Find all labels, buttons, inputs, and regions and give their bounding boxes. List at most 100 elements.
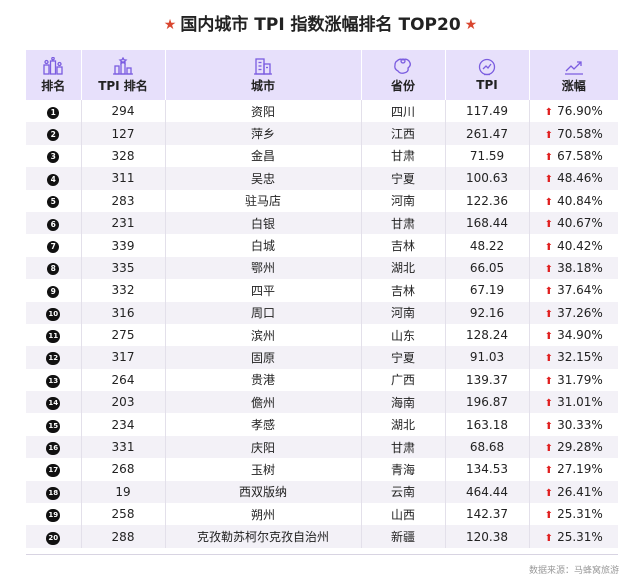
city-cell: 儋州 — [165, 391, 362, 414]
change-cell: ⬆ 38.18% — [529, 257, 618, 279]
change-cell: ⬆ 67.58% — [529, 145, 618, 167]
tpi-cell: 261.47 — [445, 122, 530, 145]
change-cell: ⬆ 31.01% — [529, 391, 618, 413]
tpi-rank-cell: 311 — [81, 167, 166, 190]
change-value: 25.31% — [557, 507, 603, 522]
table-row: 15 234 孝感 湖北 163.18 ⬆ 30.33% — [26, 413, 618, 436]
header-tpi-label: TPI — [476, 78, 498, 92]
rank-badge: 12 — [46, 352, 61, 366]
rank-cell: 8 — [26, 256, 82, 280]
rank-badge: 5 — [47, 196, 60, 209]
province-cell: 湖北 — [361, 413, 446, 436]
province-cell: 甘肃 — [361, 211, 446, 235]
table-row: 4 311 吴忠 宁夏 100.63 ⬆ 48.46% — [26, 167, 618, 190]
rank-cell: 9 — [26, 279, 82, 302]
tpi-rank-cell: 19 — [81, 480, 166, 504]
change-value: 70.58% — [557, 126, 603, 141]
rank-badge: 1 — [47, 106, 60, 119]
up-arrow-icon: ⬆ — [544, 398, 554, 410]
header-province: 省份 — [361, 50, 446, 100]
up-arrow-icon: ⬆ — [544, 263, 554, 275]
header-tpi-rank-label: TPI 排名 — [98, 78, 148, 93]
change-cell: ⬆ 27.19% — [529, 458, 618, 480]
header-tpi: TPI — [445, 50, 530, 100]
change-value: 37.64% — [557, 283, 603, 298]
city-cell: 四平 — [165, 279, 362, 302]
tpi-rank-cell: 335 — [81, 256, 166, 280]
province-cell: 云南 — [361, 480, 446, 504]
tpi-cell: 71.59 — [445, 144, 530, 168]
up-arrow-icon: ⬆ — [544, 353, 554, 365]
change-value: 40.67% — [557, 216, 603, 231]
header-rank: 排名 — [26, 50, 82, 100]
header-city: 城市 — [165, 50, 362, 100]
city-cell: 周口 — [165, 301, 362, 324]
up-arrow-icon: ⬆ — [544, 375, 554, 387]
city-cell: 驻马店 — [165, 189, 362, 212]
rank-badge: 8 — [47, 263, 60, 276]
change-value: 38.18% — [557, 260, 603, 275]
header-city-label: 城市 — [250, 78, 275, 93]
tpi-cell: 122.36 — [445, 189, 530, 212]
header-change: 涨幅 — [529, 50, 618, 100]
rank-badge: 18 — [46, 486, 61, 500]
table-row: 17 268 玉树 青海 134.53 ⬆ 27.19% — [26, 458, 618, 481]
bar-podium-icon — [26, 56, 81, 75]
change-cell: ⬆ 34.90% — [529, 324, 618, 346]
up-arrow-icon: ⬆ — [544, 196, 554, 208]
province-cell: 吉林 — [361, 279, 446, 302]
table-row: 2 127 萍乡 江西 261.47 ⬆ 70.58% — [26, 122, 618, 145]
city-cell: 鄂州 — [165, 256, 362, 280]
change-cell: ⬆ 37.64% — [529, 279, 618, 301]
table-header-row: 排名 TPI 排名 城市 省份 — [26, 50, 618, 100]
change-value: 37.26% — [557, 305, 603, 320]
city-cell: 白银 — [165, 211, 362, 235]
change-value: 30.33% — [557, 417, 603, 432]
tpi-rank-cell: 264 — [81, 368, 166, 392]
change-cell: ⬆ 40.67% — [529, 212, 618, 234]
city-cell: 孝感 — [165, 413, 362, 436]
up-arrow-icon: ⬆ — [544, 286, 554, 298]
rank-cell: 5 — [26, 189, 82, 212]
tpi-cell: 91.03 — [445, 346, 530, 369]
rank-cell: 19 — [26, 503, 82, 526]
tpi-cell: 142.37 — [445, 503, 530, 526]
rank-badge: 11 — [46, 330, 61, 344]
tpi-cell: 163.18 — [445, 413, 530, 436]
rank-cell: 7 — [26, 234, 82, 257]
city-cell: 萍乡 — [165, 122, 362, 145]
province-cell: 山东 — [361, 323, 446, 347]
rank-cell: 11 — [26, 323, 82, 347]
ranking-table: 排名 TPI 排名 城市 省份 — [26, 50, 618, 548]
change-value: 40.84% — [557, 193, 603, 208]
up-arrow-icon: ⬆ — [544, 465, 554, 477]
rank-badge: 9 — [47, 285, 60, 298]
table-row: 11 275 滨州 山东 128.24 ⬆ 34.90% — [26, 323, 618, 347]
tpi-rank-cell: 203 — [81, 391, 166, 414]
province-cell: 河南 — [361, 189, 446, 212]
rank-badge: 20 — [46, 531, 61, 545]
tpi-rank-cell: 288 — [81, 525, 166, 548]
ranking-chart-icon — [82, 56, 165, 75]
rank-badge: 6 — [47, 218, 60, 231]
tpi-cell: 139.37 — [445, 368, 530, 392]
change-value: 31.01% — [557, 395, 603, 410]
city-cell: 吴忠 — [165, 167, 362, 190]
province-cell: 新疆 — [361, 525, 446, 548]
table-row: 10 316 周口 河南 92.16 ⬆ 37.26% — [26, 301, 618, 324]
title-text: 国内城市 TPI 指数涨幅排名 TOP20 — [180, 15, 461, 35]
rank-badge: 19 — [46, 509, 61, 523]
up-arrow-icon: ⬆ — [544, 443, 554, 455]
change-cell: ⬆ 26.41% — [529, 481, 618, 503]
province-cell: 甘肃 — [361, 144, 446, 168]
up-arrow-icon: ⬆ — [544, 308, 554, 320]
rank-cell: 16 — [26, 435, 82, 459]
star-icon: ★ — [464, 17, 478, 33]
table-row: 12 317 固原 宁夏 91.03 ⬆ 32.15% — [26, 346, 618, 369]
tpi-rank-cell: 317 — [81, 346, 166, 369]
tpi-rank-cell: 294 — [81, 100, 166, 123]
change-cell: ⬆ 25.31% — [529, 503, 618, 525]
tpi-cell: 120.38 — [445, 525, 530, 548]
up-arrow-icon: ⬆ — [544, 532, 554, 544]
tpi-rank-cell: 234 — [81, 413, 166, 436]
